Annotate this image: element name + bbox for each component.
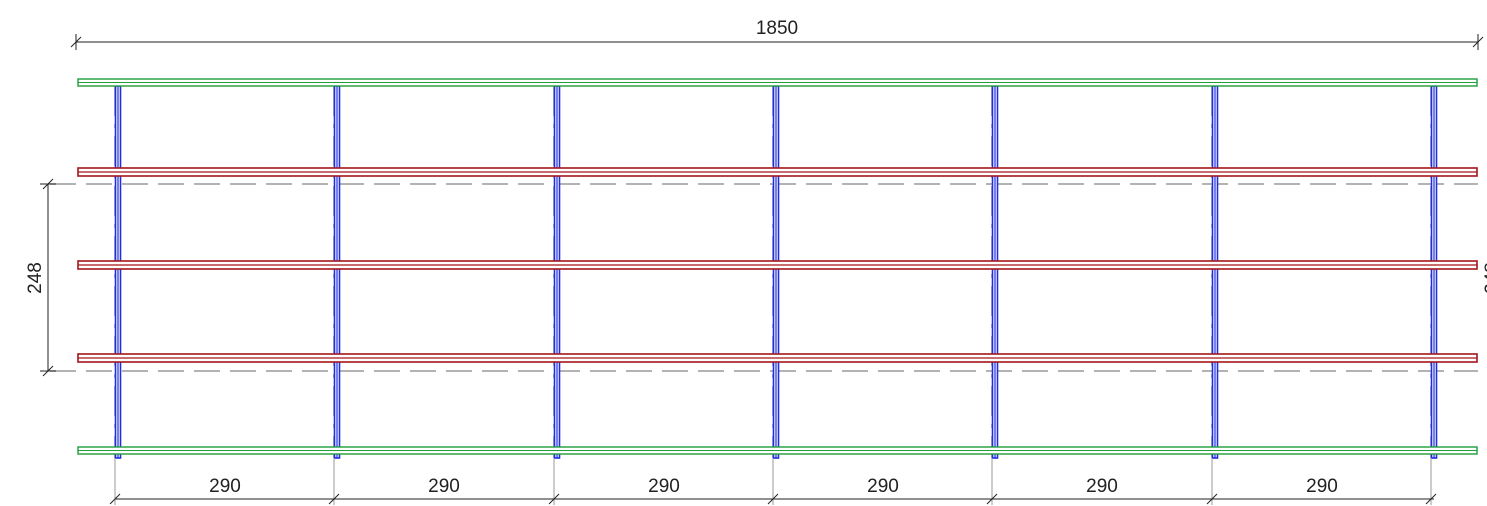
post-5 [991,85,999,459]
bay-width-tick-7 [1425,458,1437,505]
red-beam-lower [77,353,1478,363]
bay-width-tick-5 [986,458,998,505]
bottom-beam [77,446,1478,455]
post-7 [1430,85,1438,459]
red-beam-upper [77,167,1478,177]
post-3 [553,85,561,459]
bay-width-dimensions: 290 290 290 290 290 290 [109,458,1437,505]
posts [114,85,1438,459]
bay-height-label: 248 [25,262,46,294]
bay-height-dimension: 248 [25,178,56,377]
red-beams [77,167,1478,363]
bay-width-label-1: 290 [209,476,241,497]
bay-width-tick-4 [767,458,779,505]
bay-width-label-5: 290 [1086,476,1118,497]
bay-width-label-4: 290 [867,476,899,497]
bay-width-tick-6 [1206,458,1218,505]
bay-width-label-3: 290 [648,476,680,497]
bay-height-top-tick [40,178,56,190]
post-6 [1211,85,1219,459]
overall-width-right-tick [1472,34,1484,50]
bay-height-bottom-tick [40,365,56,377]
green-beams [77,78,1478,455]
post-2 [333,85,341,459]
bay-width-label-6: 290 [1306,476,1338,497]
bay-width-ticks [109,458,1437,505]
overall-width-dimension: 1850 [70,18,1484,50]
overall-width-label: 1850 [756,18,798,39]
bay-width-tick-3 [548,458,560,505]
red-beam-middle [77,260,1478,270]
bay-width-tick-1 [109,458,121,505]
right-edge-height-label: 248 [1482,262,1487,294]
top-beam [77,78,1478,87]
bay-width-label-2: 290 [428,476,460,497]
dashed-grid-lines [50,183,1478,372]
overall-width-left-tick [70,34,82,50]
bay-width-tick-2 [328,458,340,505]
post-4 [772,85,780,459]
post-1 [114,85,122,459]
